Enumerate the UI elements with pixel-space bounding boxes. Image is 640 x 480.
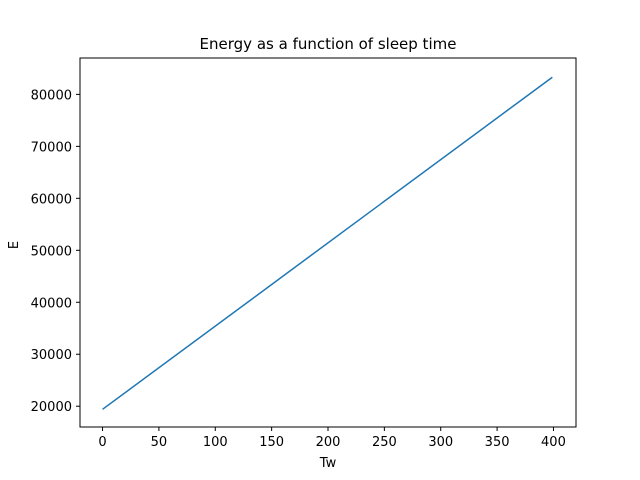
x-tick-label: 250 — [372, 435, 397, 450]
x-tick-label: 350 — [485, 435, 510, 450]
x-tick-label: 400 — [541, 435, 566, 450]
x-tick-label: 100 — [203, 435, 228, 450]
y-tick-label: 30000 — [31, 348, 72, 363]
x-tick-label: 50 — [151, 435, 168, 450]
y-tick-label: 70000 — [31, 140, 72, 155]
y-tick-label: 60000 — [31, 192, 72, 207]
x-axis-label: Tw — [319, 456, 337, 471]
y-tick-label: 80000 — [31, 88, 72, 103]
x-tick-label: 0 — [98, 435, 106, 450]
y-axis-label: E — [7, 241, 22, 249]
y-tick-label: 20000 — [31, 400, 72, 415]
series-lines — [102, 76, 553, 410]
series-line-0 — [102, 76, 553, 410]
y-axis-ticks: 20000 30000 40000 50000 60000 70000 80000 — [31, 88, 80, 415]
x-tick-label: 150 — [259, 435, 284, 450]
x-tick-label: 300 — [428, 435, 453, 450]
x-axis-ticks: 0 50 100 150 200 250 300 350 400 — [98, 427, 566, 450]
chart-title: Energy as a function of sleep time — [200, 35, 457, 53]
x-tick-label: 200 — [316, 435, 341, 450]
y-tick-label: 40000 — [31, 296, 72, 311]
y-tick-label: 50000 — [31, 244, 72, 259]
